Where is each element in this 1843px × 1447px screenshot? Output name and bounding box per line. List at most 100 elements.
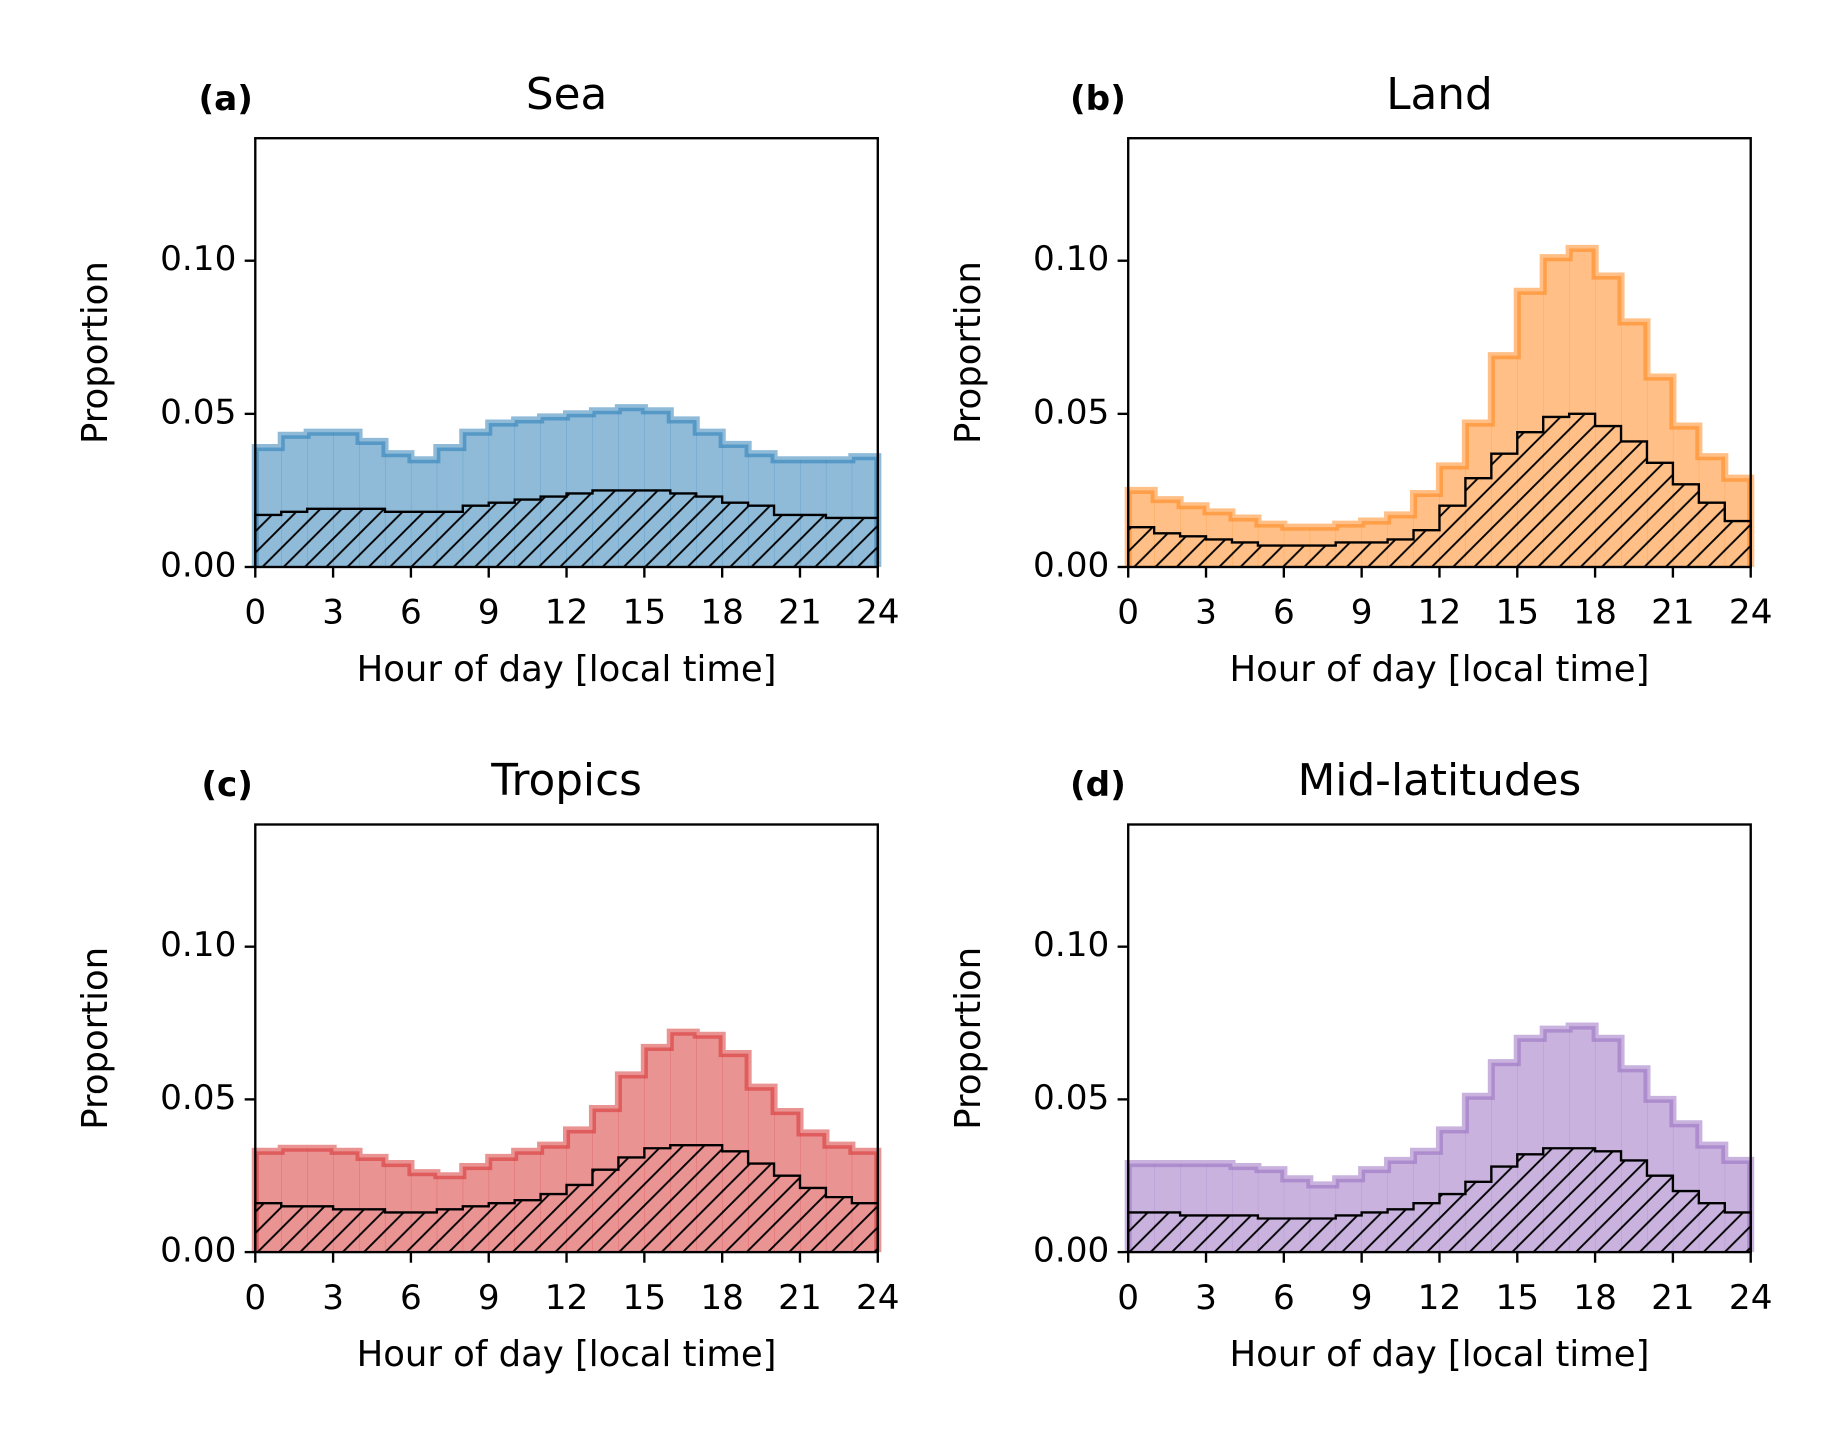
histogram-bar: [1283, 545, 1311, 567]
histogram-bar: [1231, 1215, 1259, 1253]
x-tick-label: 9: [478, 1278, 500, 1318]
histogram-bar: [333, 508, 360, 567]
x-tick-label: 12: [1418, 593, 1462, 633]
histogram-bar: [1569, 1148, 1596, 1253]
step-outline: [251, 1028, 882, 1253]
y-tick-label: 0.10: [1033, 239, 1109, 279]
x-axis-label: Hour of day [local time]: [357, 1334, 777, 1375]
x-tick-label: 15: [1495, 1278, 1539, 1318]
histogram-bar: [1231, 542, 1259, 567]
histogram-bar: [1672, 1191, 1700, 1253]
x-tick-label: 12: [545, 1278, 589, 1318]
histogram-bar: [1180, 1215, 1207, 1253]
histogram-bar: [566, 493, 593, 567]
histogram-bar: [566, 1184, 593, 1253]
histogram-bar: [410, 511, 438, 567]
step-outline: [251, 404, 882, 567]
y-axis-label: Proportion: [948, 261, 989, 444]
x-tick-label: 24: [1729, 593, 1773, 633]
histogram-bar: [1672, 484, 1700, 567]
histogram-bar: [1698, 1203, 1726, 1253]
x-tick-label: 12: [1418, 1278, 1462, 1318]
histogram-bar: [618, 490, 645, 567]
histogram-bar: [307, 508, 334, 567]
x-tick-label: 24: [856, 1278, 900, 1318]
histogram-bar: [1335, 542, 1363, 567]
histogram-bar: [359, 1209, 386, 1253]
histogram-bar: [618, 1157, 645, 1253]
x-tick-label: 0: [1117, 593, 1139, 633]
x-axis-label: Hour of day [local time]: [1230, 649, 1650, 690]
y-axis-label: Proportion: [948, 947, 989, 1130]
x-tick-label: 15: [623, 1278, 667, 1318]
histogram-bar: [281, 511, 308, 567]
y-tick-label: 0.10: [160, 239, 236, 279]
x-tick-label: 15: [1495, 593, 1539, 633]
x-axis-label: Hour of day [local time]: [357, 649, 777, 690]
histogram-bar: [748, 505, 775, 567]
histogram-bar: [1517, 432, 1544, 567]
x-tick-label: 9: [1351, 1278, 1373, 1318]
panel: 0 3 6 9 12 15 18 21 24 0.00 0.05 0.10 Hour of day [l…: [948, 755, 1773, 1375]
x-tick-label: 3: [1195, 593, 1217, 633]
panel-label: (c): [201, 765, 253, 805]
x-tick-label: 9: [478, 593, 500, 633]
histogram-bar: [592, 490, 619, 567]
x-tick-label: 0: [1117, 1278, 1139, 1318]
histogram-bar: [1309, 545, 1337, 567]
x-tick-label: 3: [322, 1278, 344, 1318]
histogram-bar: [514, 499, 541, 567]
step-outline: [254, 489, 879, 567]
histogram-bar: [1724, 1212, 1752, 1253]
histogram-bar: [1621, 1160, 1648, 1253]
histogram-bar: [462, 1206, 490, 1253]
histogram-bar: [644, 490, 671, 567]
x-tick-label: 6: [400, 1278, 422, 1318]
x-tick-label: 21: [778, 593, 822, 633]
histogram-bar: [1128, 527, 1155, 567]
histogram-bar: [1517, 1154, 1544, 1253]
histogram-bar: [774, 1175, 801, 1253]
histogram-bar: [670, 1145, 697, 1253]
histogram-bar: [384, 1212, 412, 1253]
x-tick-label: 6: [1273, 1278, 1295, 1318]
histogram-bar: [1465, 1181, 1492, 1253]
y-tick-label: 0.10: [1033, 925, 1109, 965]
y-tick-label: 0.05: [160, 1078, 236, 1118]
histogram-bar: [1257, 1218, 1285, 1253]
histogram-bar: [1595, 426, 1622, 567]
histogram-bar: [384, 511, 412, 567]
histogram-bar: [825, 1197, 853, 1253]
histogram-bar: [1413, 1203, 1440, 1253]
histogram-bar: [722, 502, 749, 567]
histogram-bar: [540, 1194, 567, 1253]
histogram-bar: [307, 1206, 334, 1253]
step-outline: [254, 1144, 879, 1253]
histogram-bar: [488, 1203, 516, 1253]
histogram-bar: [1309, 1218, 1337, 1253]
x-tick-label: 21: [778, 1278, 822, 1318]
histogram-bar: [1569, 413, 1596, 567]
histogram-bar: [1543, 1148, 1570, 1253]
histogram-bar: [514, 1200, 541, 1253]
histogram-bar: [592, 1169, 619, 1253]
panel-label: (d): [1070, 765, 1126, 805]
histogram-bar: [722, 1151, 749, 1253]
y-tick-label: 0.00: [160, 1231, 236, 1271]
histogram-bar: [540, 496, 567, 567]
x-tick-label: 15: [623, 593, 667, 633]
y-tick-label: 0.00: [1033, 545, 1109, 585]
histogram-bar: [799, 514, 827, 567]
histogram-bar: [851, 517, 879, 567]
histogram-bar: [1465, 478, 1492, 567]
histogram-bar: [1206, 1215, 1233, 1253]
histogram-bar: [774, 514, 801, 567]
x-tick-label: 18: [700, 1278, 744, 1318]
histogram-bar: [462, 505, 490, 567]
y-tick-label: 0.00: [160, 545, 236, 585]
histogram-bar: [670, 493, 697, 567]
histogram-bar: [1698, 502, 1726, 567]
histogram-bar: [1128, 1212, 1155, 1253]
histogram-bar: [1387, 1209, 1414, 1253]
